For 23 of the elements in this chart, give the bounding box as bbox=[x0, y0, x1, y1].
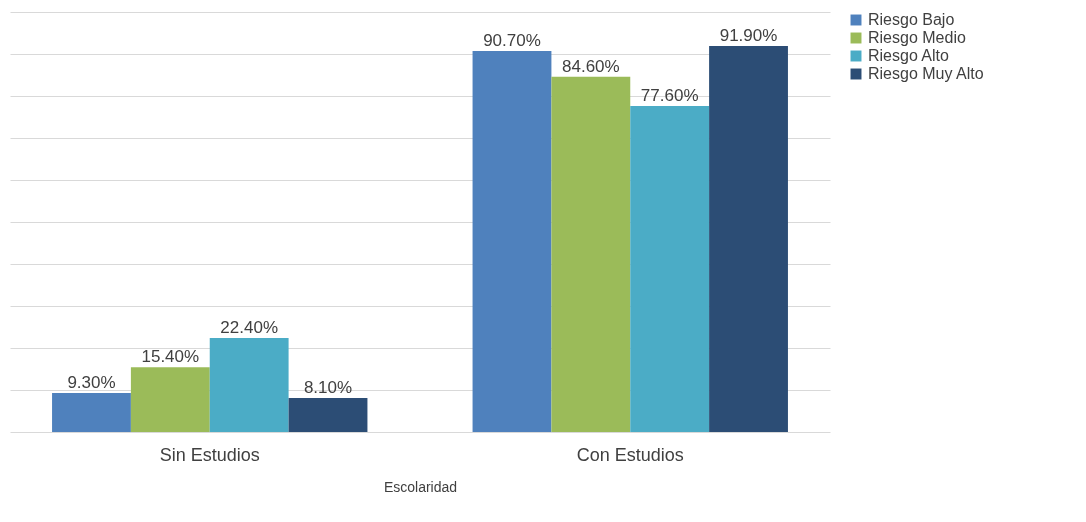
data-label: 91.90% bbox=[719, 26, 778, 46]
bar bbox=[709, 46, 788, 432]
data-label: 9.30% bbox=[67, 372, 116, 392]
bar bbox=[630, 106, 710, 432]
bar bbox=[551, 76, 631, 432]
bar bbox=[209, 337, 289, 432]
legend-label: Riesgo Muy Alto bbox=[868, 65, 984, 82]
data-label: 84.60% bbox=[562, 56, 620, 76]
x-tick-label: Con Estudios bbox=[576, 444, 684, 465]
legend-label: Riesgo Bajo bbox=[868, 11, 955, 28]
bar bbox=[288, 397, 368, 432]
data-label: 22.40% bbox=[220, 317, 278, 337]
bar bbox=[52, 392, 131, 432]
data-label: 8.10% bbox=[303, 377, 353, 397]
bar bbox=[472, 51, 552, 432]
x-axis-title: Escolaridad bbox=[383, 478, 458, 495]
data-label: 77.60% bbox=[640, 86, 699, 106]
data-label: 90.70% bbox=[483, 31, 541, 51]
legend-label: Riesgo Medio bbox=[868, 29, 966, 46]
legend-label: Riesgo Alto bbox=[868, 47, 950, 64]
x-tick-label: Sin Estudios bbox=[159, 444, 260, 465]
bar bbox=[130, 367, 210, 432]
data-label: 15.40% bbox=[141, 347, 200, 367]
